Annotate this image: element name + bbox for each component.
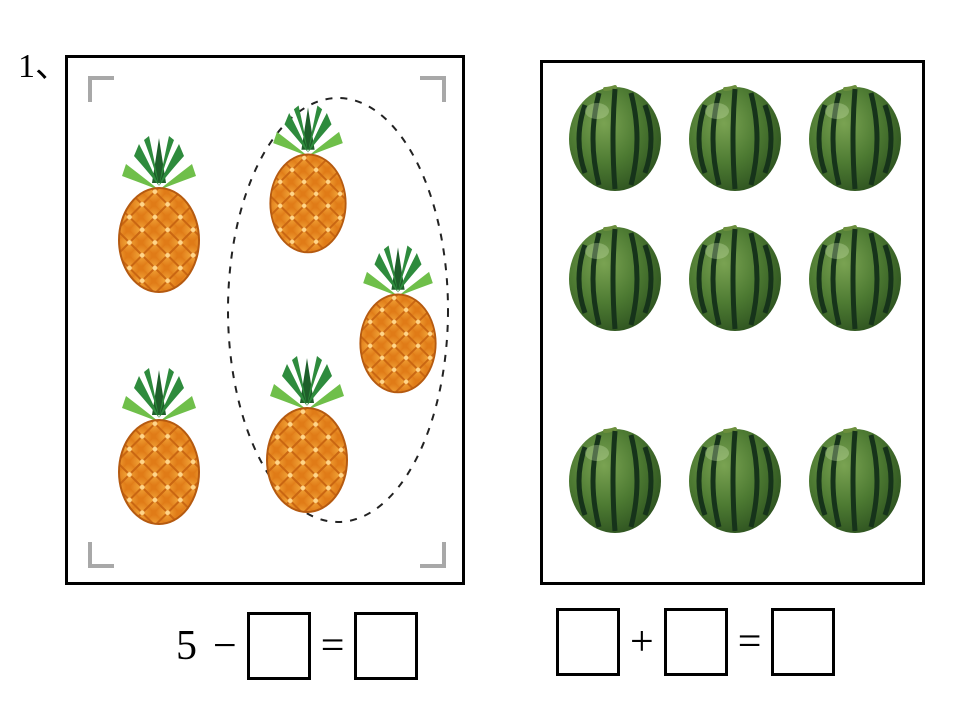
watermelon-grid — [543, 63, 928, 588]
equals-operator: = — [321, 622, 345, 670]
panel-pineapples — [65, 55, 465, 585]
crop-mark-icon — [88, 76, 114, 102]
equation-right: + = — [556, 608, 835, 676]
minus-operator: − — [213, 622, 237, 670]
pineapple-icon — [104, 360, 214, 530]
crop-mark-icon — [420, 542, 446, 568]
question-number: 1、 — [18, 38, 69, 87]
crop-mark-icon — [88, 542, 114, 568]
pineapple-icon — [252, 348, 362, 518]
equation-left: 5 − = — [176, 612, 418, 680]
panel-watermelons — [540, 60, 925, 585]
pineapple-icon — [104, 128, 214, 298]
answer-box[interactable] — [556, 608, 620, 676]
answer-box[interactable] — [354, 612, 418, 680]
answer-box[interactable] — [247, 612, 311, 680]
answer-box[interactable] — [771, 608, 835, 676]
plus-operator: + — [630, 618, 654, 666]
leading-number: 5 — [176, 622, 197, 670]
answer-box[interactable] — [664, 608, 728, 676]
pineapple-icon — [256, 98, 360, 258]
equals-operator: = — [738, 618, 762, 666]
